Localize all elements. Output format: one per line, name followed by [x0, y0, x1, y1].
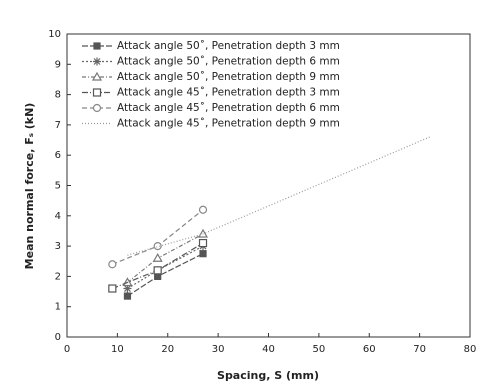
x-tick-label: 50: [313, 344, 326, 355]
marker: [152, 253, 163, 262]
series-line: [127, 136, 430, 256]
y-tick-label: 7: [55, 120, 61, 131]
y-tick-label: 2: [55, 271, 61, 282]
x-tick-label: 10: [111, 344, 124, 355]
x-tick-label: 0: [64, 344, 70, 355]
y-tick-label: 5: [55, 181, 61, 192]
y-tick-label: 4: [55, 211, 61, 222]
legend-label: Attack angle 50˚, Penetration depth 9 mm: [117, 71, 340, 83]
legend-marker: [92, 88, 102, 97]
x-tick-label: 20: [161, 344, 174, 355]
marker: [108, 260, 117, 269]
y-tick-label: 10: [48, 29, 61, 40]
y-tick-label: 9: [55, 59, 61, 70]
legend-label: Attack angle 45˚, Penetration depth 9 mm: [117, 118, 340, 130]
x-tick-label: 60: [363, 344, 376, 355]
marker: [153, 242, 162, 251]
marker: [198, 205, 208, 214]
legend-label: Attack angle 50˚, Penetration depth 6 mm: [117, 56, 340, 68]
marker: [153, 266, 162, 275]
marker: [123, 292, 132, 300]
series-line: [127, 233, 204, 283]
x-tick-label: 70: [413, 344, 426, 355]
y-tick-label: 6: [55, 150, 61, 161]
legend-label: Attack angle 50˚, Penetration depth 3 mm: [117, 40, 340, 52]
x-tick-label: 40: [262, 344, 275, 355]
marker: [198, 238, 208, 248]
legend-marker: [93, 42, 101, 50]
y-tick-label: 0: [55, 332, 61, 343]
x-tick-label: 30: [212, 344, 225, 355]
y-tick-label: 3: [55, 241, 61, 252]
series-line: [127, 245, 204, 290]
legend-marker: [91, 71, 103, 81]
marker: [199, 250, 207, 258]
marker: [123, 284, 132, 293]
series-line: [127, 253, 204, 297]
y-tick-label: 8: [55, 90, 61, 101]
y-axis-title: Mean normal force, Fₛ (kN): [23, 103, 36, 270]
legend-label: Attack angle 45˚, Penetration depth 3 mm: [117, 87, 340, 99]
legend-marker: [92, 103, 102, 113]
x-tick-label: 80: [464, 344, 477, 355]
legend-marker: [93, 57, 101, 66]
marker: [108, 284, 117, 293]
legend-label: Attack angle 45˚, Penetration depth 6 mm: [117, 102, 340, 114]
y-tick-label: 1: [55, 302, 61, 313]
x-axis-title: Spacing, S (mm): [217, 369, 319, 382]
